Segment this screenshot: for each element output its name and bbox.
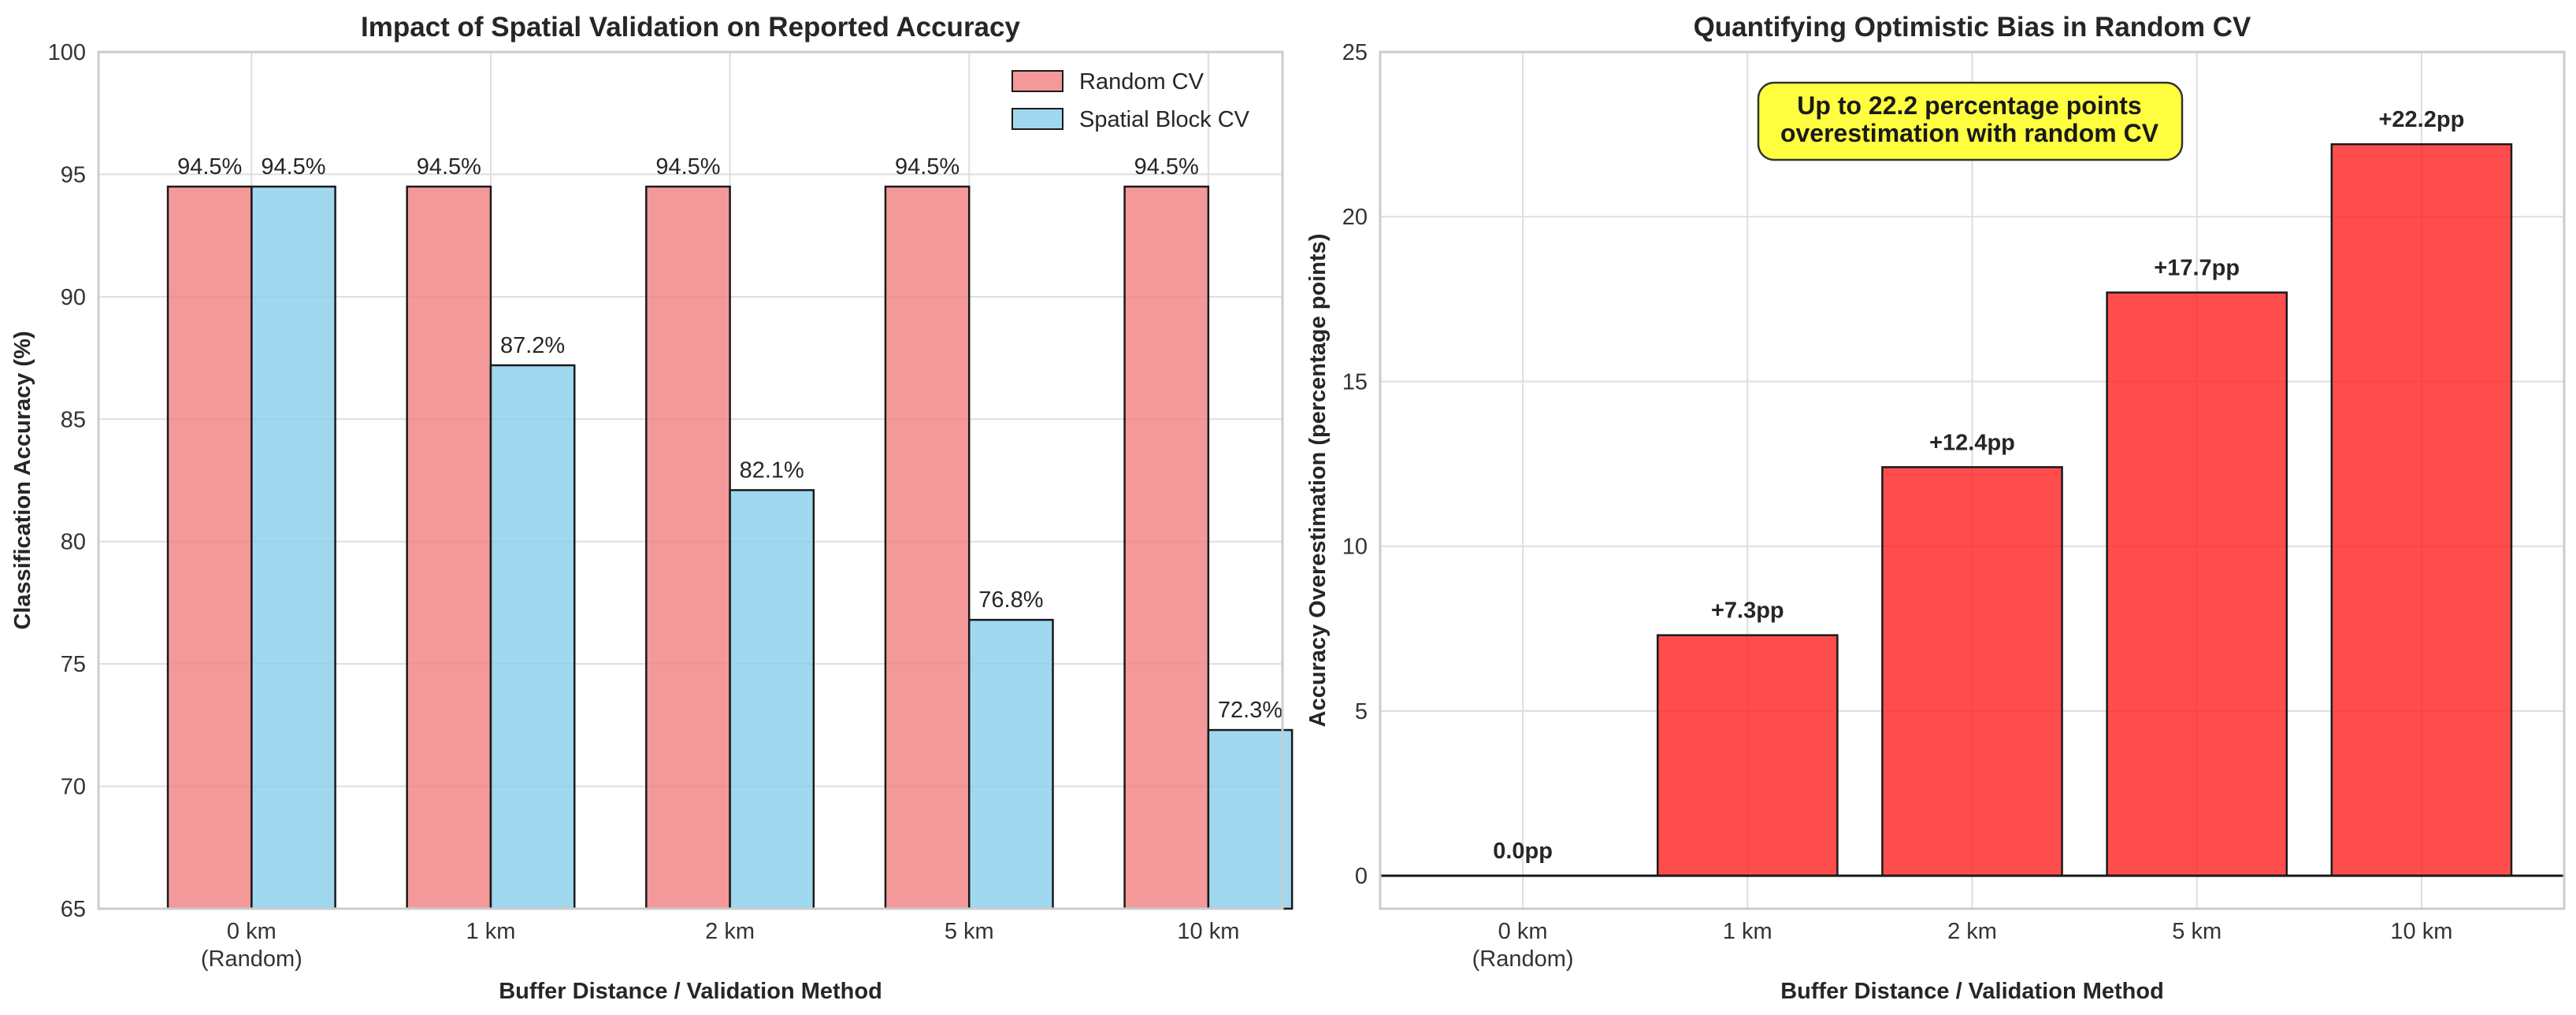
y-tick-label: 70 xyxy=(61,775,86,800)
bar-spatial-block-cv xyxy=(1207,728,1294,910)
x-tick-label: (Random) xyxy=(201,946,303,972)
y-tick-label: 65 xyxy=(61,897,86,922)
data-label: 94.5% xyxy=(895,154,960,180)
legend-swatch xyxy=(1011,70,1063,92)
bar-random-cv xyxy=(1123,185,1210,910)
bar-overestimation xyxy=(1656,634,1839,877)
x-tick-label: 10 km xyxy=(2390,919,2452,944)
x-tick-label: 10 km xyxy=(1177,919,1239,944)
x-axis-label: Buffer Distance / Validation Method xyxy=(499,979,882,1004)
y-tick-label: 80 xyxy=(61,530,86,555)
data-label: 76.8% xyxy=(978,587,1043,613)
data-label: +22.2pp xyxy=(2378,107,2464,132)
bar-random-cv xyxy=(645,185,731,910)
bar-random-cv xyxy=(884,185,971,910)
y-tick-label: 90 xyxy=(61,285,86,310)
data-label: 0.0pp xyxy=(1493,839,1553,864)
legend-swatch xyxy=(1011,108,1063,130)
bar-random-cv xyxy=(166,185,253,910)
bar-spatial-block-cv xyxy=(251,185,336,910)
y-axis-label: Accuracy Overestimation (percentage poin… xyxy=(1305,234,1331,728)
x-tick-label: 0 km xyxy=(227,919,277,944)
x-tick-label: 5 km xyxy=(2172,919,2222,944)
chart-title: Quantifying Optimistic Bias in Random CV xyxy=(1694,12,2251,43)
plot-frame xyxy=(97,50,1284,910)
annotation-box xyxy=(1757,81,2184,161)
data-label: +12.4pp xyxy=(1929,430,2015,455)
data-label: 72.3% xyxy=(1218,698,1282,723)
x-tick-label: 2 km xyxy=(705,919,755,944)
data-label: 94.5% xyxy=(1134,154,1199,180)
data-label: 82.1% xyxy=(740,457,804,483)
annotation-text: Up to 22.2 percentage points xyxy=(1797,91,2141,120)
bar-random-cv xyxy=(406,185,492,910)
y-tick-label: 10 xyxy=(1342,535,1368,560)
x-tick-label: 1 km xyxy=(466,919,516,944)
bar-overestimation xyxy=(1881,466,2063,877)
data-label: 87.2% xyxy=(500,333,565,358)
data-label: 94.5% xyxy=(655,154,720,180)
bar-overestimation xyxy=(2330,143,2513,877)
bar-spatial-block-cv xyxy=(729,489,815,910)
y-tick-label: 0 xyxy=(1355,864,1368,889)
plot-frame xyxy=(1379,50,2566,910)
y-tick-label: 100 xyxy=(48,40,86,65)
bar-spatial-block-cv xyxy=(489,364,576,910)
y-tick-label: 5 xyxy=(1355,699,1368,724)
overestimation-chart: 0 5 10 15 20 25 0 km(Random) 1 km 2 km 5 km 10 km 0… xyxy=(1305,12,2566,1004)
y-axis-label: Classification Accuracy (%) xyxy=(10,331,35,629)
y-tick-label: 20 xyxy=(1342,205,1368,230)
bar-spatial-block-cv xyxy=(967,618,1054,910)
y-tick-label: 75 xyxy=(61,652,86,677)
x-tick-label: 2 km xyxy=(1947,919,1997,944)
x-tick-label: 1 km xyxy=(1723,919,1772,944)
y-tick-label: 25 xyxy=(1342,40,1368,65)
x-tick-label: 0 km xyxy=(1498,919,1548,944)
data-label: 94.5% xyxy=(261,154,325,180)
accuracy-comparison-chart: 65 70 75 80 85 90 95 100 0 km(Random) 1 km 2 km 5 k… xyxy=(10,12,1294,1004)
legend-label: Spatial Block CV xyxy=(1079,107,1250,132)
y-tick-label: 85 xyxy=(61,407,86,432)
data-label: +17.7pp xyxy=(2154,255,2240,280)
annotation-text: overestimation with random CV xyxy=(1780,119,2159,147)
data-label: 94.5% xyxy=(177,154,242,180)
y-tick-label: 95 xyxy=(61,162,86,187)
data-label: 94.5% xyxy=(417,154,481,180)
x-tick-label: (Random) xyxy=(1472,946,1574,972)
x-axis-label: Buffer Distance / Validation Method xyxy=(1780,979,2164,1004)
legend-label: Random CV xyxy=(1079,69,1204,94)
x-tick-label: 5 km xyxy=(945,919,994,944)
data-label: +7.3pp xyxy=(1711,598,1784,624)
chart-title: Impact of Spatial Validation on Reported… xyxy=(361,12,1020,43)
y-tick-label: 15 xyxy=(1342,369,1368,395)
bar-overestimation xyxy=(2106,291,2288,877)
